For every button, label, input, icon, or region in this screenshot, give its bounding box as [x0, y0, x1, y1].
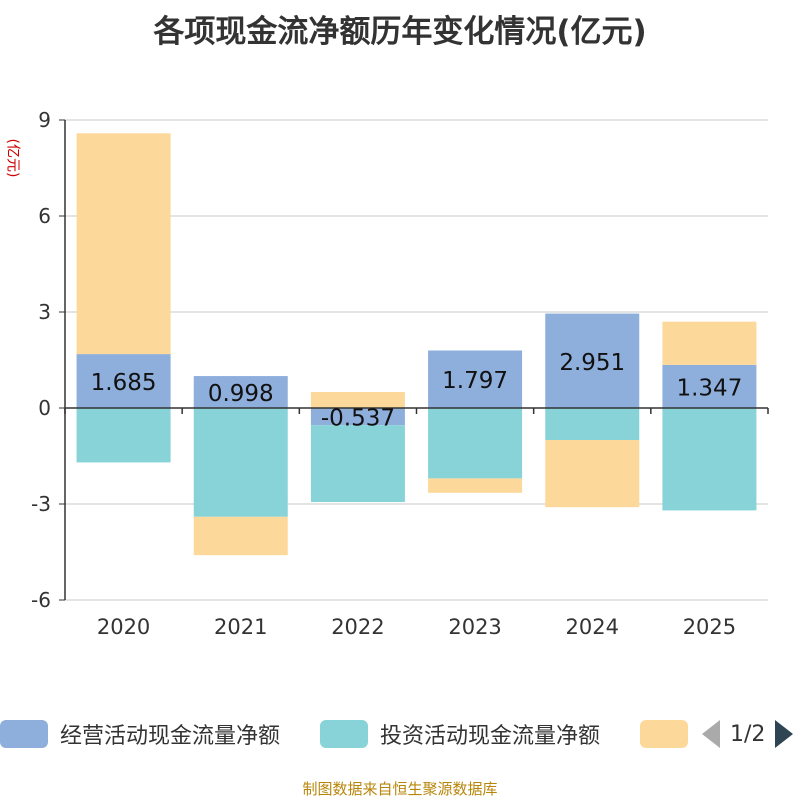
data-label: -0.537	[321, 406, 395, 432]
y-tick-label: -3	[31, 492, 51, 516]
data-label: 2.951	[559, 350, 625, 376]
y-tick-label: 9	[38, 108, 51, 132]
legend-item-investing[interactable]: 投资活动现金流量净额	[320, 718, 600, 750]
bar-2020-s2	[76, 408, 171, 463]
data-label: 1.797	[442, 368, 508, 394]
data-label: 1.685	[91, 370, 157, 396]
chart-title: 各项现金流净额历年变化情况(亿元)	[153, 14, 647, 50]
bar-2024-s1	[545, 313, 640, 408]
legend: 经营活动现金流量净额 投资活动现金流量净额 1/2	[0, 718, 800, 750]
bar-2021-s3	[193, 516, 288, 556]
bar-2020-s3	[76, 133, 171, 355]
legend-next-icon[interactable]	[775, 720, 794, 748]
x-tick-label: 2020	[97, 615, 150, 639]
legend-item-third[interactable]	[640, 718, 700, 750]
x-tick-label: 2023	[448, 615, 501, 639]
bar-2025-s1	[662, 364, 757, 408]
bar-2024-s3	[545, 440, 640, 508]
legend-swatch-third	[640, 720, 688, 748]
bar-2020-s1	[76, 354, 171, 408]
legend-item-operating[interactable]: 经营活动现金流量净额	[0, 718, 280, 750]
y-tick-label: 3	[38, 300, 51, 324]
x-tick-label: 2025	[683, 615, 736, 639]
data-label: 0.998	[208, 381, 274, 407]
bar-2021-s2	[193, 408, 288, 517]
bar-2022-s2	[310, 425, 405, 502]
bar-2023-s1	[428, 350, 523, 408]
bar-2022-s1	[310, 408, 405, 426]
legend-swatch-investing	[320, 720, 368, 748]
bar-2022-s3	[310, 392, 405, 408]
bar-2023-s2	[428, 408, 523, 479]
x-tick-label: 2021	[214, 615, 267, 639]
bar-2025-s2	[662, 408, 757, 511]
bar-2023-s3	[428, 478, 523, 493]
legend-label-operating: 经营活动现金流量净额	[60, 724, 281, 749]
source-footer: 制图数据来自恒生聚源数据库	[302, 780, 498, 798]
y-tick-label: 0	[38, 396, 51, 420]
data-label: 1.347	[676, 375, 742, 401]
legend-page-indicator: 1/2	[730, 721, 766, 747]
legend-label-investing: 投资活动现金流量净额	[380, 724, 601, 749]
y-tick-label: 6	[38, 204, 51, 228]
legend-swatch-operating	[0, 720, 48, 748]
legend-pager: 1/2	[702, 718, 794, 750]
x-tick-label: 2024	[566, 615, 619, 639]
x-tick-label: 2022	[331, 615, 384, 639]
legend-prev-icon[interactable]	[702, 720, 720, 748]
bar-2025-s3	[662, 321, 757, 365]
bar-2024-s2	[545, 408, 640, 440]
bar-2021-s1	[193, 376, 288, 408]
y-tick-label: -6	[31, 588, 51, 612]
